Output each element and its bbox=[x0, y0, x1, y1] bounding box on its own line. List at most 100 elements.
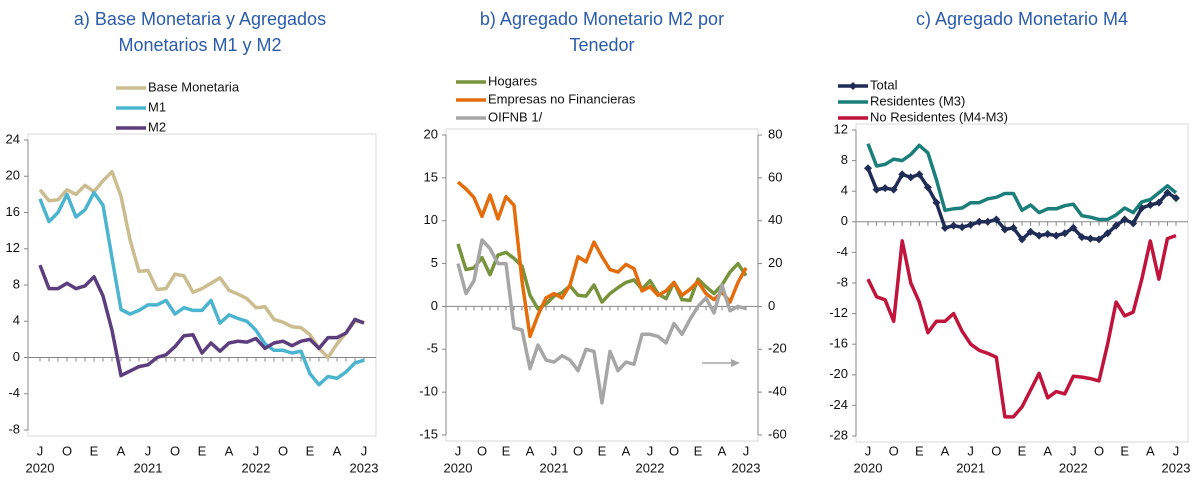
y-tick-label: 0 bbox=[841, 213, 848, 228]
chart-title: c) Agregado Monetario M4 bbox=[915, 9, 1129, 29]
x-tick-label: O bbox=[991, 443, 1001, 458]
y2-tick-label: 40 bbox=[768, 212, 782, 227]
annotation-arrowhead bbox=[731, 359, 740, 367]
x-tick-label: A bbox=[225, 443, 234, 458]
series-line bbox=[38, 264, 365, 378]
series-line bbox=[866, 143, 1178, 222]
x-year-label: 2022 bbox=[1059, 460, 1088, 475]
x-tick-label: J bbox=[361, 443, 368, 458]
legend-label: OIFNB 1/ bbox=[488, 109, 543, 124]
x-tick-label: J bbox=[145, 443, 152, 458]
y2-tick-label: -60 bbox=[768, 426, 787, 441]
x-tick-label: E bbox=[90, 443, 99, 458]
x-tick-label: A bbox=[718, 443, 727, 458]
legend-label: M2 bbox=[148, 119, 166, 134]
series-marker bbox=[1112, 221, 1121, 230]
legend-label: Hogares bbox=[488, 73, 538, 88]
series-marker bbox=[983, 217, 992, 226]
series-marker bbox=[906, 173, 915, 182]
y-tick-label: -20 bbox=[829, 366, 848, 381]
x-tick-label: O bbox=[573, 443, 583, 458]
legend-label: Base Monetaria bbox=[148, 79, 240, 94]
series-marker bbox=[1095, 235, 1103, 244]
series-marker bbox=[932, 198, 941, 207]
x-tick-label: J bbox=[455, 443, 462, 458]
series-marker bbox=[1154, 198, 1163, 207]
x-tick-label: O bbox=[889, 443, 899, 458]
y-tick-label: 24 bbox=[6, 131, 20, 146]
y-tick-label: 8 bbox=[13, 276, 20, 291]
x-year-label: 2023 bbox=[732, 460, 761, 475]
y-tick-label: 4 bbox=[841, 183, 848, 198]
x-tick-label: J bbox=[967, 443, 974, 458]
y-tick-label: 8 bbox=[841, 152, 848, 167]
x-year-label: 2022 bbox=[636, 460, 665, 475]
y2-tick-label: 60 bbox=[768, 169, 782, 184]
series-marker bbox=[872, 185, 881, 194]
x-tick-label: E bbox=[1018, 443, 1027, 458]
x-tick-label: A bbox=[333, 443, 342, 458]
series-marker bbox=[915, 170, 924, 179]
x-tick-label: J bbox=[253, 443, 260, 458]
y-tick-label: 20 bbox=[424, 126, 438, 141]
x-tick-label: O bbox=[477, 443, 487, 458]
series-marker bbox=[889, 185, 898, 194]
y-tick-label: 16 bbox=[6, 204, 20, 219]
legend-label: Empresas no Financieras bbox=[488, 91, 636, 106]
series-line bbox=[456, 238, 747, 405]
y2-tick-label: 20 bbox=[768, 255, 782, 270]
x-tick-label: E bbox=[694, 443, 703, 458]
y-tick-label: 4 bbox=[13, 313, 20, 328]
series-marker bbox=[1120, 215, 1129, 224]
series-marker bbox=[1000, 225, 1009, 234]
x-year-label: 2023 bbox=[1162, 460, 1191, 475]
y-tick-label: 15 bbox=[424, 169, 438, 184]
series-marker bbox=[1146, 200, 1155, 209]
series-marker bbox=[898, 170, 907, 179]
series-line bbox=[456, 243, 748, 311]
x-tick-label: A bbox=[1146, 443, 1155, 458]
y-tick-label: 12 bbox=[834, 121, 848, 136]
x-year-label: 2021 bbox=[540, 460, 569, 475]
series-marker bbox=[1163, 188, 1172, 197]
y-tick-label: -12 bbox=[829, 305, 848, 320]
y-tick-label: 10 bbox=[424, 212, 438, 227]
x-tick-label: O bbox=[669, 443, 679, 458]
y2-tick-label: -20 bbox=[768, 341, 787, 356]
series-marker bbox=[1077, 233, 1086, 242]
legend-label: M1 bbox=[148, 99, 166, 114]
plot-frame bbox=[855, 123, 1189, 443]
y-tick-label: -8 bbox=[8, 421, 20, 436]
x-tick-label: J bbox=[1173, 443, 1180, 458]
x-tick-label: J bbox=[743, 443, 750, 458]
x-year-label: 2023 bbox=[350, 460, 379, 475]
y2-tick-label: -40 bbox=[768, 384, 787, 399]
series-marker bbox=[1009, 223, 1018, 232]
x-tick-label: A bbox=[1043, 443, 1052, 458]
series-marker bbox=[881, 184, 890, 193]
y-tick-label: -28 bbox=[829, 427, 848, 442]
y-tick-label: -16 bbox=[829, 336, 848, 351]
y-tick-label: 0 bbox=[13, 349, 20, 364]
series-marker bbox=[949, 221, 958, 230]
x-tick-label: O bbox=[278, 443, 288, 458]
x-tick-label: J bbox=[647, 443, 654, 458]
series-marker bbox=[1052, 231, 1061, 240]
y-tick-label: 12 bbox=[6, 240, 20, 255]
series-marker bbox=[1103, 229, 1112, 238]
x-tick-label: J bbox=[37, 443, 44, 458]
x-tick-label: A bbox=[117, 443, 126, 458]
series-marker bbox=[1069, 223, 1078, 232]
series-marker bbox=[1060, 229, 1069, 238]
x-year-label: 2021 bbox=[134, 460, 163, 475]
x-tick-label: E bbox=[198, 443, 207, 458]
x-tick-label: E bbox=[306, 443, 315, 458]
y-tick-label: -10 bbox=[419, 384, 438, 399]
x-year-label: 2020 bbox=[444, 460, 473, 475]
x-tick-label: O bbox=[62, 443, 72, 458]
y-tick-label: -8 bbox=[836, 274, 848, 289]
series-marker bbox=[966, 220, 975, 229]
x-year-label: 2020 bbox=[854, 460, 883, 475]
